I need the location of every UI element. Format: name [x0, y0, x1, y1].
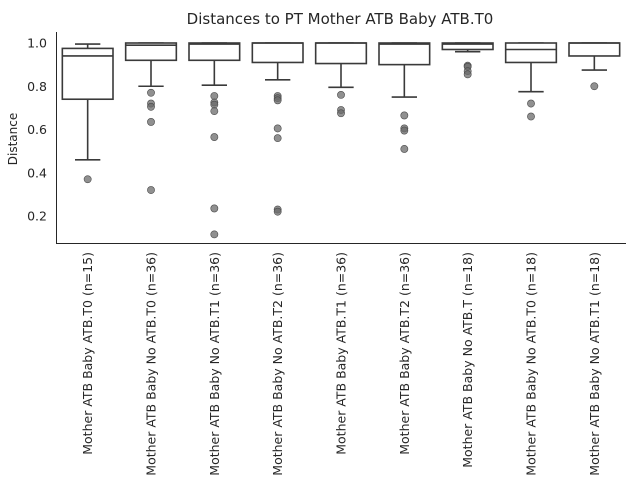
x-tick-label: Mother ATB Baby ATB.T2 (n=36)	[397, 252, 412, 455]
box-iqr	[568, 42, 621, 57]
boxes-group	[61, 42, 621, 239]
outlier-point	[210, 230, 219, 239]
box-iqr	[251, 42, 304, 64]
box-group	[314, 42, 368, 118]
outlier-point	[273, 207, 282, 216]
x-tick-label: Mother ATB Baby No ATB.T2 (n=36)	[270, 252, 285, 476]
outlier-point	[400, 145, 409, 153]
x-tick-label: Mother ATB Baby No ATB.T (n=18)	[460, 252, 475, 468]
outlier-point	[210, 133, 219, 141]
outlier-point	[527, 99, 535, 108]
box-iqr	[61, 47, 114, 101]
outlier-point	[210, 107, 219, 116]
box-group	[124, 42, 178, 194]
box-group	[61, 43, 114, 184]
y-axis-label: Distance	[6, 113, 20, 165]
x-tick-label: Mother ATB Baby No ATB.T0 (n=18)	[524, 252, 539, 476]
y-axis-ticks: 0.2 0.4 0.6 0.8 1.0	[27, 36, 47, 224]
outlier-point	[463, 70, 472, 79]
outlier-point	[400, 111, 409, 120]
box-iqr	[314, 42, 368, 65]
y-tick-label: 0.4	[27, 165, 47, 180]
outlier-point	[273, 134, 282, 143]
outlier-point	[527, 112, 535, 121]
outlier-point	[83, 175, 92, 184]
x-tick-label: Mother ATB Baby ATB.T0 (n=15)	[80, 252, 95, 455]
box-group	[251, 42, 304, 216]
x-tick-label: Mother ATB Baby ATB.T1 (n=36)	[334, 252, 349, 455]
outlier-point	[337, 109, 345, 118]
box-group	[378, 42, 431, 153]
outlier-point	[147, 118, 155, 126]
box-group	[188, 42, 241, 239]
y-tick-label: 0.2	[27, 209, 47, 224]
y-tick-label: 0.8	[27, 79, 47, 94]
x-tick-label: Mother ATB Baby No ATB.T1 (n=18)	[587, 252, 602, 476]
box-iqr	[504, 42, 558, 64]
y-tick-label: 1.0	[27, 36, 47, 51]
x-tick-label: Mother ATB Baby No ATB.T0 (n=36)	[144, 252, 159, 476]
chart-title: Distances to PT Mother ATB Baby ATB.T0	[187, 10, 494, 28]
box-iqr	[441, 42, 494, 51]
box-iqr	[378, 42, 431, 66]
outlier-point	[210, 100, 219, 109]
box-group	[441, 42, 494, 79]
outlier-point	[590, 82, 599, 91]
box-group	[568, 42, 621, 91]
outlier-point	[273, 124, 282, 133]
outlier-point	[400, 126, 409, 135]
y-tick-label: 0.6	[27, 122, 47, 137]
outlier-point	[210, 204, 219, 213]
outlier-point	[337, 91, 345, 99]
outlier-point	[147, 88, 155, 97]
x-axis-ticks: Mother ATB Baby ATB.T0 (n=15) Mother ATB …	[80, 252, 602, 476]
outlier-point	[210, 92, 219, 100]
x-tick-label: Mother ATB Baby No ATB.T1 (n=36)	[207, 252, 222, 476]
box-iqr	[188, 42, 241, 62]
outlier-point	[273, 96, 282, 105]
outlier-point	[147, 186, 155, 194]
box-group	[504, 42, 558, 121]
box-iqr	[124, 42, 178, 62]
outlier-point	[147, 102, 155, 111]
